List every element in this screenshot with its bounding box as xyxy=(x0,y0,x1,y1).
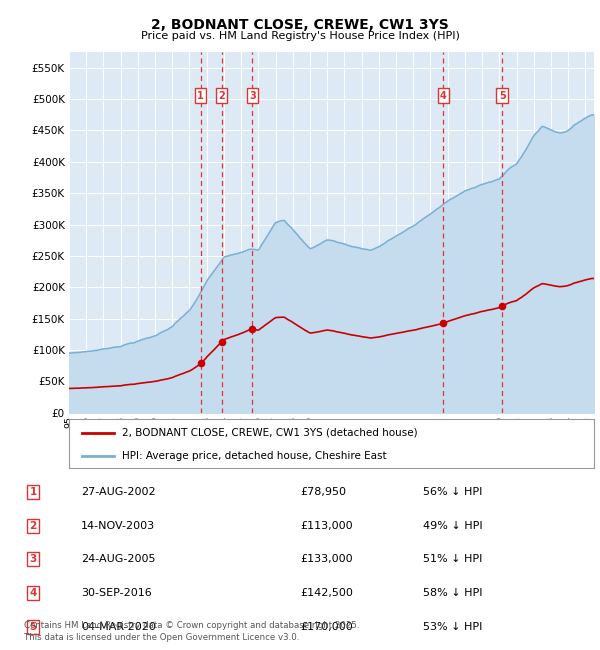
Text: 27-AUG-2002: 27-AUG-2002 xyxy=(81,487,155,497)
Text: 4: 4 xyxy=(440,91,447,101)
Text: 58% ↓ HPI: 58% ↓ HPI xyxy=(423,588,482,598)
Text: 49% ↓ HPI: 49% ↓ HPI xyxy=(423,521,482,530)
Text: 2: 2 xyxy=(29,521,37,530)
Text: Price paid vs. HM Land Registry's House Price Index (HPI): Price paid vs. HM Land Registry's House … xyxy=(140,31,460,41)
Text: 5: 5 xyxy=(499,91,506,101)
Text: 1: 1 xyxy=(197,91,204,101)
Text: 5: 5 xyxy=(29,622,37,632)
Text: 1: 1 xyxy=(29,487,37,497)
Text: 2: 2 xyxy=(218,91,225,101)
Text: 24-AUG-2005: 24-AUG-2005 xyxy=(81,554,155,564)
Text: 51% ↓ HPI: 51% ↓ HPI xyxy=(423,554,482,564)
Text: £78,950: £78,950 xyxy=(300,487,346,497)
Text: £133,000: £133,000 xyxy=(300,554,353,564)
Text: Contains HM Land Registry data © Crown copyright and database right 2025.
This d: Contains HM Land Registry data © Crown c… xyxy=(24,621,359,642)
Text: £113,000: £113,000 xyxy=(300,521,353,530)
Text: HPI: Average price, detached house, Cheshire East: HPI: Average price, detached house, Ches… xyxy=(121,451,386,461)
Text: 2, BODNANT CLOSE, CREWE, CW1 3YS: 2, BODNANT CLOSE, CREWE, CW1 3YS xyxy=(151,18,449,32)
Text: £170,000: £170,000 xyxy=(300,622,353,632)
Text: 30-SEP-2016: 30-SEP-2016 xyxy=(81,588,152,598)
Text: 2, BODNANT CLOSE, CREWE, CW1 3YS (detached house): 2, BODNANT CLOSE, CREWE, CW1 3YS (detach… xyxy=(121,428,417,438)
Text: 3: 3 xyxy=(29,554,37,564)
Text: 04-MAR-2020: 04-MAR-2020 xyxy=(81,622,156,632)
Text: 53% ↓ HPI: 53% ↓ HPI xyxy=(423,622,482,632)
FancyBboxPatch shape xyxy=(69,419,594,468)
Text: 3: 3 xyxy=(249,91,256,101)
Text: 56% ↓ HPI: 56% ↓ HPI xyxy=(423,487,482,497)
Text: £142,500: £142,500 xyxy=(300,588,353,598)
Text: 4: 4 xyxy=(29,588,37,598)
Text: 14-NOV-2003: 14-NOV-2003 xyxy=(81,521,155,530)
